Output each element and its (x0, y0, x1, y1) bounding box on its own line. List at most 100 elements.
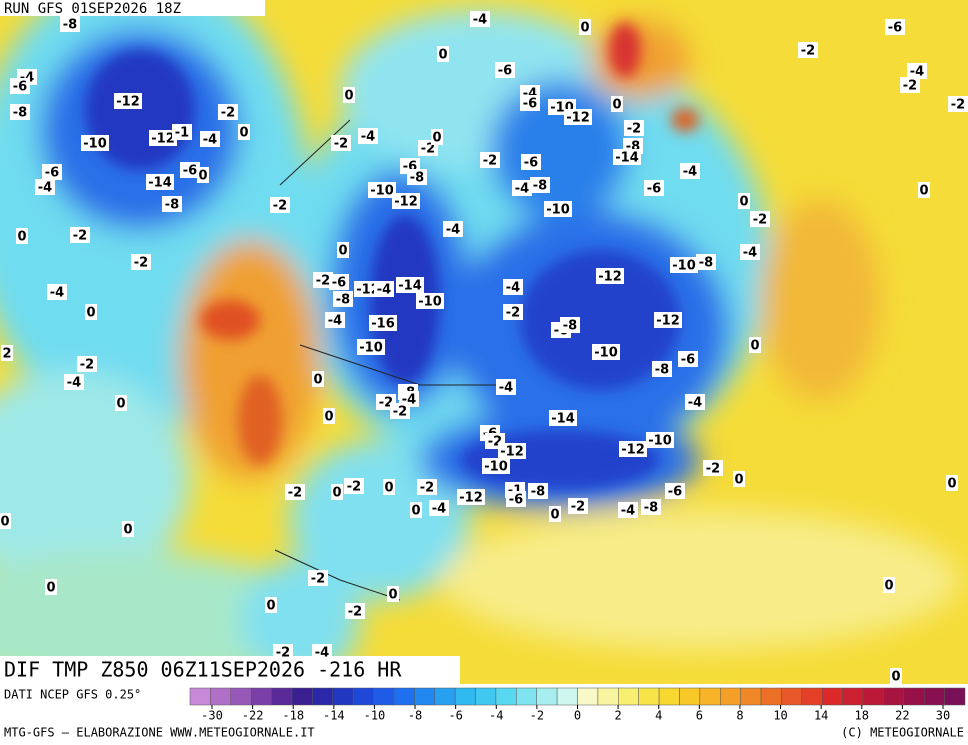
contour-label: -12 (459, 491, 483, 506)
contour-label-box (10, 78, 30, 94)
contour-label-box (740, 244, 760, 260)
contour-label: 0 (739, 195, 748, 210)
contour-label: -12 (566, 111, 590, 126)
contour-label-box (368, 182, 396, 198)
contour-label-box (564, 109, 592, 125)
contour-label: 0 (86, 306, 95, 321)
contour-label: -12 (500, 445, 524, 460)
contour-label-box (685, 394, 705, 410)
credit-label: MTG-GFS — ELABORAZIONE WWW.METEOGIORNALE… (4, 726, 315, 740)
colorbar-swatch (638, 687, 660, 706)
colorbar-swatch (414, 687, 435, 706)
contour-label-box (498, 443, 526, 459)
contour-label-box (429, 500, 449, 516)
contour-label: 0 (411, 504, 420, 519)
field (0, 0, 968, 684)
colorbar-swatch (312, 687, 334, 706)
colorbar-swatch (597, 687, 619, 706)
contour-label: 0 (891, 670, 900, 685)
contour-label-box (312, 371, 324, 387)
colorbar-label: -6 (448, 709, 462, 723)
contour-label-box (312, 644, 332, 660)
contour-label-box (47, 284, 67, 300)
contour-label: 0 (612, 98, 621, 113)
contour-label: -14 (615, 151, 639, 166)
contour-label-box (907, 63, 927, 79)
colorbar-swatch (495, 687, 517, 706)
colorbar-label: 14 (814, 709, 828, 723)
contour-label-box (482, 458, 510, 474)
contour-label: 0 (432, 131, 441, 146)
contour-label: -2 (288, 486, 302, 501)
contour-label: -4 (506, 281, 520, 296)
colorbar-swatch (903, 687, 925, 706)
contour-label-box (85, 304, 97, 320)
contour-label-box (512, 180, 532, 196)
contour-label: 0 (388, 588, 397, 603)
contour-label-box (948, 96, 968, 112)
contour-label: -2 (348, 605, 362, 620)
contour-label-box (392, 193, 420, 209)
contour-label: -8 (644, 501, 658, 516)
contour-label: -1 (175, 126, 189, 141)
contour-label: -8 (410, 171, 424, 186)
contour-label-box (568, 498, 588, 514)
contour-label-box (344, 478, 364, 494)
contour-label-box (521, 154, 541, 170)
colorbar-label: -14 (323, 709, 345, 723)
colorbar-swatch (189, 687, 211, 706)
colorbar-swatch (740, 687, 762, 706)
contour-label: -8 (63, 18, 77, 33)
contour-label: -10 (83, 137, 107, 152)
contour-label: -2 (379, 396, 393, 411)
contour-label-box (506, 491, 526, 507)
contour-label-box (624, 120, 644, 136)
colorbar-swatch (862, 687, 884, 706)
contour-label: -6 (668, 485, 682, 500)
colorbar-swatch (923, 687, 945, 706)
colorbar-swatch (781, 687, 803, 706)
colorbar-label: 4 (655, 709, 662, 723)
contour-label: -4 (515, 182, 529, 197)
contour-label-box (665, 483, 685, 499)
contour-label: -8 (655, 363, 669, 378)
contour-label: 0 (884, 579, 893, 594)
contour-label-box (890, 668, 902, 684)
contour-label: -2 (753, 213, 767, 228)
contour-label-box (520, 95, 540, 111)
contour-label: -4 (432, 502, 446, 517)
colorbar-swatch (271, 687, 293, 706)
contour-label: 0 (947, 477, 956, 492)
contour-label-box (325, 312, 345, 328)
contour-label-box (560, 317, 580, 333)
contour-label-box (387, 586, 399, 602)
contour-label: 0 (0, 515, 9, 530)
contour-label-box (503, 279, 523, 295)
contour-label-box (345, 603, 365, 619)
colorbar-swatch (679, 687, 701, 706)
contour-label: -4 (38, 181, 52, 196)
contour-label: 0 (116, 397, 125, 412)
contour-label-box (10, 104, 30, 120)
contour-label: 0 (750, 339, 759, 354)
contour-label-box (64, 374, 84, 390)
contour-label: 0 (46, 581, 55, 596)
contour-label: -4 (315, 646, 329, 661)
colorbar-swatch (516, 687, 537, 706)
contour-label-box (503, 304, 523, 320)
contour-label-box (946, 475, 958, 491)
contour-label: -12 (116, 95, 140, 110)
colorbar-label: -10 (364, 709, 386, 723)
contour-label-box (333, 291, 353, 307)
contour-label: -2 (273, 199, 287, 214)
contour-label: -8 (533, 179, 547, 194)
colorbar-label: -22 (242, 709, 264, 723)
contour-label-box (77, 356, 97, 372)
colorbar-swatch (332, 687, 354, 706)
colorbar-label: 18 (855, 709, 869, 723)
contour-label: -6 (498, 64, 512, 79)
contour-label: -10 (594, 346, 618, 361)
contour-label: -2 (706, 462, 720, 477)
contour-label-box (437, 46, 449, 62)
contour-label-box (218, 104, 238, 120)
